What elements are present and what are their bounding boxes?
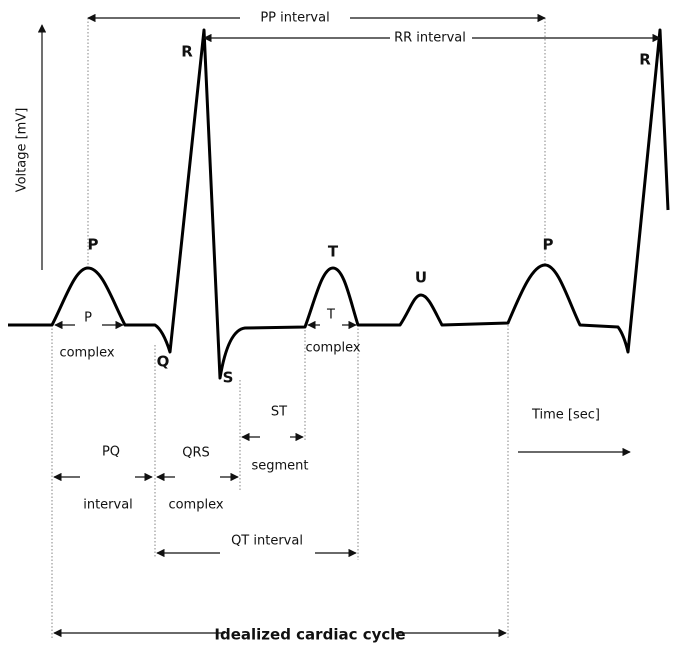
complex-label: P bbox=[84, 311, 92, 326]
wave-label: T bbox=[328, 243, 339, 261]
wave-label: P bbox=[543, 236, 554, 254]
interval-label: QT interval bbox=[231, 534, 303, 549]
arrows bbox=[37, 13, 661, 638]
interval-label: complex bbox=[168, 498, 223, 513]
wave-label: R bbox=[639, 51, 651, 69]
complex-label: complex bbox=[59, 346, 114, 361]
interval-label: ST bbox=[271, 405, 287, 420]
ecg-trace bbox=[8, 28, 670, 380]
rr-label: RR interval bbox=[394, 31, 466, 46]
title: Idealized cardiac cycle bbox=[214, 626, 405, 644]
wave-label: Q bbox=[157, 353, 170, 371]
interval-label: interval bbox=[83, 498, 133, 513]
wave-label: U bbox=[415, 269, 427, 287]
interval-label: PQ bbox=[102, 445, 120, 460]
interval-label: segment bbox=[251, 459, 308, 474]
interval-label: QRS bbox=[182, 446, 210, 461]
x-axis-label: Time [sec] bbox=[531, 408, 600, 423]
wave-label: P bbox=[88, 236, 99, 254]
pp-label: PP interval bbox=[260, 11, 329, 26]
wave-label: S bbox=[223, 369, 234, 387]
complex-label: complex bbox=[305, 341, 360, 356]
complex-label: T bbox=[326, 308, 335, 323]
guide-lines bbox=[51, 18, 546, 640]
y-axis-label: Voltage [mV] bbox=[15, 108, 30, 193]
wave-label: R bbox=[181, 43, 193, 61]
